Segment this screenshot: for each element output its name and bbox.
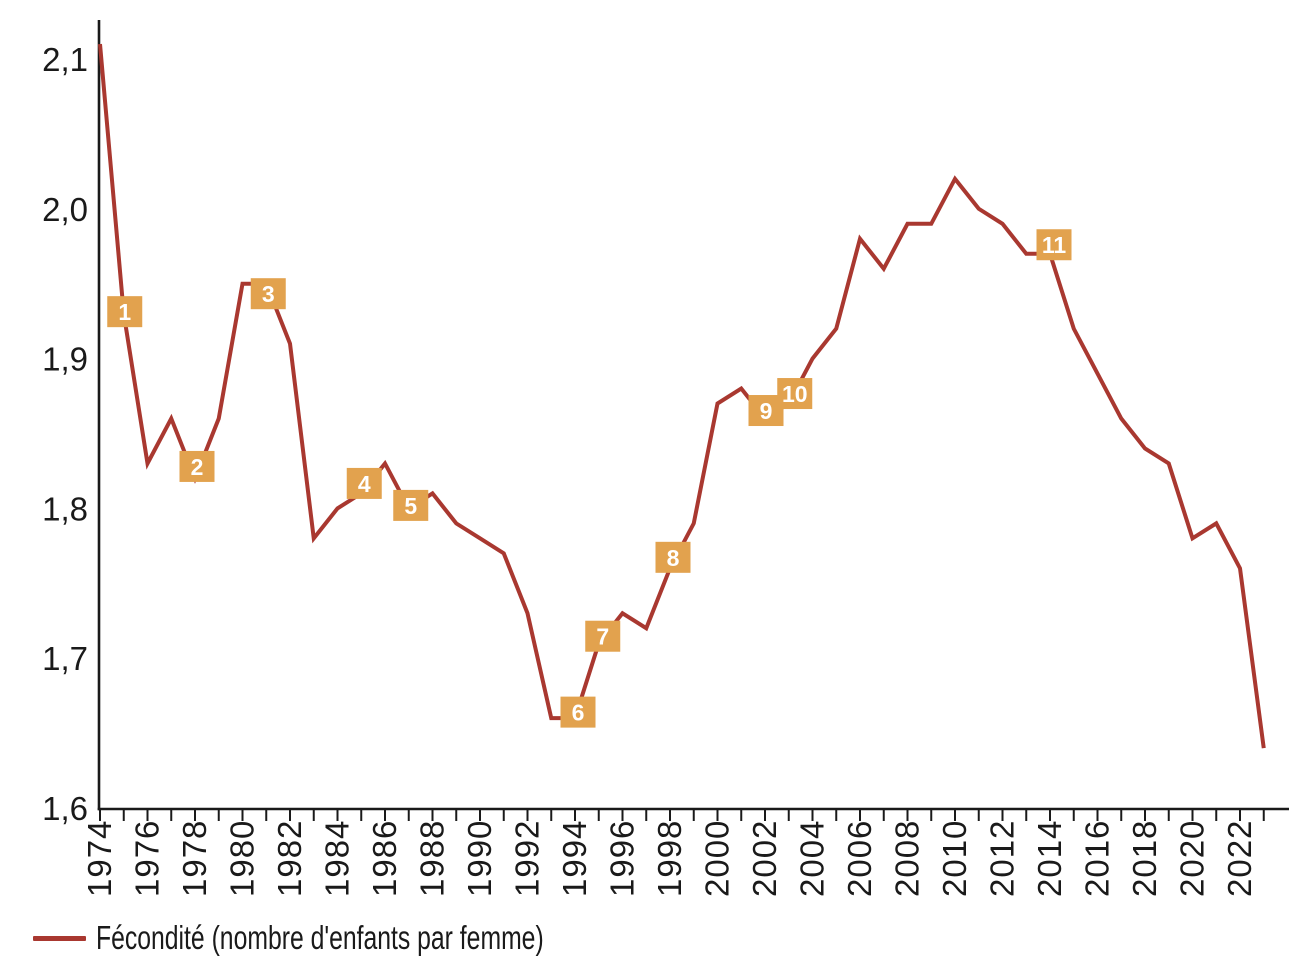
annotation-marker-label-10: 10 xyxy=(782,381,808,407)
annotation-marker-7 xyxy=(585,620,621,652)
x-tick-label: 1996 xyxy=(604,820,641,897)
x-tick-label: 2018 xyxy=(1126,820,1163,897)
y-tick-label: 1,7 xyxy=(42,640,88,677)
x-tick-label: 2014 xyxy=(1031,820,1068,897)
annotation-marker-8 xyxy=(655,541,691,573)
x-tick-label: 1978 xyxy=(176,820,213,897)
x-tick-label: 1980 xyxy=(224,820,261,897)
annotation-marker-label-5: 5 xyxy=(404,493,417,519)
x-tick-label: 1990 xyxy=(461,820,498,897)
legend-line-swatch xyxy=(33,935,86,941)
x-tick-label: 2010 xyxy=(936,820,973,897)
annotation-marker-label-6: 6 xyxy=(572,700,585,726)
y-tick-label: 1,8 xyxy=(42,490,88,527)
annotation-marker-label-11: 11 xyxy=(1042,232,1067,258)
annotation-marker-label-7: 7 xyxy=(596,624,609,650)
x-tick-label: 1988 xyxy=(414,820,451,897)
x-tick-label: 2012 xyxy=(984,820,1021,897)
x-tick-label: 2008 xyxy=(889,820,926,897)
y-tick-label: 1,9 xyxy=(42,341,88,378)
annotation-marker-10 xyxy=(777,378,813,410)
y-tick-label: 2,1 xyxy=(42,41,88,78)
annotation-marker-5 xyxy=(393,489,429,521)
x-tick-label: 1974 xyxy=(81,820,118,897)
x-tick-label: 1992 xyxy=(509,820,546,897)
annotation-marker-label-4: 4 xyxy=(358,471,371,497)
annotation-marker-label-3: 3 xyxy=(262,281,275,307)
annotation-marker-11 xyxy=(1036,229,1072,261)
x-tick-label: 1982 xyxy=(271,820,308,897)
x-tick-label: 2002 xyxy=(746,820,783,897)
y-tick-label: 2,0 xyxy=(42,191,88,228)
annotation-marker-2 xyxy=(179,450,215,482)
x-tick-label: 2022 xyxy=(1221,820,1258,897)
annotation-marker-6 xyxy=(560,696,596,728)
legend-label: Fécondité (nombre d'enfants par femme) xyxy=(96,919,544,956)
annotation-marker-4 xyxy=(346,467,382,499)
x-tick-label: 1994 xyxy=(556,820,593,897)
x-tick-label: 2016 xyxy=(1079,820,1116,897)
annotation-marker-3 xyxy=(250,278,286,310)
annotation-marker-label-1: 1 xyxy=(118,299,131,325)
legend: Fécondité (nombre d'enfants par femme) xyxy=(33,919,693,956)
annotation-marker-1 xyxy=(107,296,143,328)
x-tick-label: 1976 xyxy=(129,820,166,897)
annotation-marker-label-9: 9 xyxy=(760,398,773,424)
x-tick-label: 2006 xyxy=(841,820,878,897)
annotation-marker-label-2: 2 xyxy=(191,454,204,480)
x-tick-label: 1986 xyxy=(366,820,403,897)
y-tick-label: 1,6 xyxy=(42,790,88,827)
x-tick-label: 1984 xyxy=(319,820,356,897)
x-tick-label: 2004 xyxy=(794,820,831,897)
x-tick-label: 2020 xyxy=(1174,820,1211,897)
x-tick-label: 2000 xyxy=(699,820,736,897)
x-tick-label: 1998 xyxy=(651,820,688,897)
annotation-marker-label-8: 8 xyxy=(667,545,680,571)
fertility-line xyxy=(98,43,1266,749)
